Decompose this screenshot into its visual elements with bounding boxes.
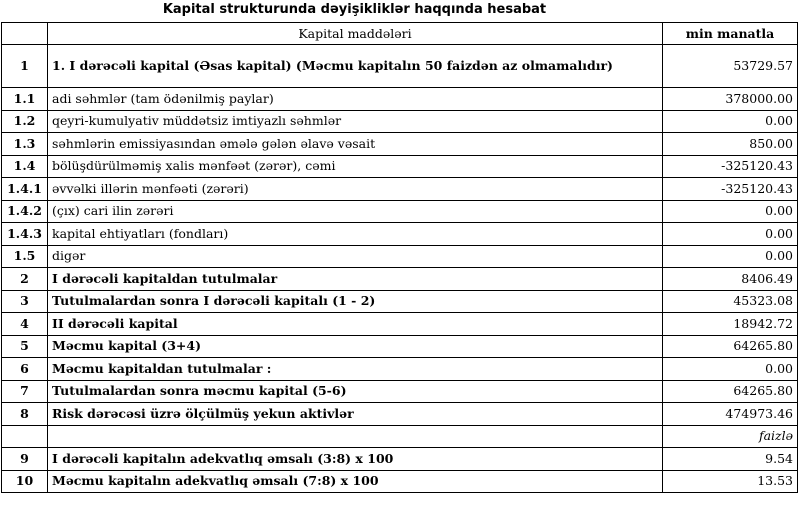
table-row: 1.2 qeyri-kumulyativ müddətsiz imtiyazlı … xyxy=(1,109,798,133)
row-value: 13.53 xyxy=(662,469,798,493)
header-unit: min manatla xyxy=(662,22,798,45)
row-number: 1 xyxy=(1,44,48,88)
row-number: 1.4.2 xyxy=(1,199,48,223)
row-number: 1.4 xyxy=(1,154,48,178)
row-number: 1.4.3 xyxy=(1,222,48,246)
row-number: 6 xyxy=(1,357,48,381)
row-value: 0.00 xyxy=(662,357,798,381)
table-row: 3 Tutulmalardan sonra I dərəcəli kapitalı… xyxy=(1,289,798,313)
table-row: 1 1. I dərəcəli kapital (Əsas kapital) (M… xyxy=(1,44,798,88)
row-value: -325120.43 xyxy=(662,154,798,178)
table-row: 1.1 adi səhmlər (tam ödənilmiş paylar) 378… xyxy=(1,87,798,111)
table-row: 1.4.1 əvvəlki illərin mənfəəti (zərəri) -3… xyxy=(1,177,798,201)
table-row: 10 Məcmu kapitalın adekvatlıq əmsalı (7:8… xyxy=(1,469,798,493)
row-label: II dərəcəli kapital xyxy=(47,312,663,336)
table-row: 5 Məcmu kapital (3+4) 64265.80 xyxy=(1,334,798,358)
row-label: bölüşdürülməmiş xalis mənfəət (zərər), c… xyxy=(47,154,663,178)
row-number: 1.2 xyxy=(1,109,48,133)
row-label: Tutulmalardan sonra I dərəcəli kapitalı … xyxy=(47,289,663,313)
row-number: 1.3 xyxy=(1,132,48,156)
row-value: 0.00 xyxy=(662,244,798,268)
row-value: 64265.80 xyxy=(662,379,798,403)
table-row: 1.5 digər 0.00 xyxy=(1,244,798,268)
row-number: 3 xyxy=(1,289,48,313)
row-number: 4 xyxy=(1,312,48,336)
row-label: Məcmu kapital (3+4) xyxy=(47,334,663,358)
table-header-row: Kapital maddələri min manatla xyxy=(1,22,798,45)
table-row: 1.4.2 (çıx) cari ilin zərəri 0.00 xyxy=(1,199,798,223)
table-row: 8 Risk dərəcəsi üzrə ölçülmüş yekun aktiv… xyxy=(1,402,798,426)
table-row: 7 Tutulmalardan sonra məcmu kapital (5-6)… xyxy=(1,379,798,403)
row-label: Məcmu kapitaldan tutulmalar : xyxy=(47,357,663,381)
row-label: Tutulmalardan sonra məcmu kapital (5-6) xyxy=(47,379,663,403)
row-value: 378000.00 xyxy=(662,87,798,111)
row-value: 53729.57 xyxy=(662,44,798,88)
row-value: 9.54 xyxy=(662,447,798,471)
report-title: Kapital strukturunda dəyişikliklər haqqı… xyxy=(162,2,547,17)
row-label: Məcmu kapitalın adekvatlıq əmsalı (7:8) … xyxy=(47,469,663,493)
row-number: 10 xyxy=(1,469,48,493)
row-number: 2 xyxy=(1,267,48,291)
row-label: 1. I dərəcəli kapital (Əsas kapital) (Mə… xyxy=(47,44,663,88)
row-number: 9 xyxy=(1,447,48,471)
row-value: 45323.08 xyxy=(662,289,798,313)
table-row: 6 Məcmu kapitaldan tutulmalar :0.00 xyxy=(1,357,798,381)
row-label: qeyri-kumulyativ müddətsiz imtiyazlı səh… xyxy=(47,109,663,133)
row-label: adi səhmlər (tam ödənilmiş paylar) xyxy=(47,87,663,111)
row-value: 474973.46 xyxy=(662,402,798,426)
header-item: Kapital maddələri xyxy=(47,22,663,45)
row-label: Risk dərəcəsi üzrə ölçülmüş yekun aktivl… xyxy=(47,402,663,426)
row-value: 8406.49 xyxy=(662,267,798,291)
empty-cell xyxy=(47,424,663,448)
row-number: 1.5 xyxy=(1,244,48,268)
row-label: (çıx) cari ilin zərəri xyxy=(47,199,663,223)
row-number: 1.4.1 xyxy=(1,177,48,201)
table-row: 1.4.3 kapital ehtiyatları (fondları) 0.00 xyxy=(1,222,798,246)
row-value: 850.00 xyxy=(662,132,798,156)
row-value: 0.00 xyxy=(662,199,798,223)
table-row: 1.3 səhmlərin emissiyasından əmələ gələn … xyxy=(1,132,798,156)
row-number: 1.1 xyxy=(1,87,48,111)
capital-structure-table: Kapital maddələri min manatla 1 1. I dərə… xyxy=(1,22,798,493)
row-label: I dərəcəli kapitalın adekvatlıq əmsalı (… xyxy=(47,447,663,471)
table-row: 1.4 bölüşdürülməmiş xalis mənfəət (zərər)… xyxy=(1,154,798,178)
row-label: digər xyxy=(47,244,663,268)
row-label: səhmlərin emissiyasından əmələ gələn əla… xyxy=(47,132,663,156)
row-label: kapital ehtiyatları (fondları) xyxy=(47,222,663,246)
row-number: 5 xyxy=(1,334,48,358)
row-value: 0.00 xyxy=(662,109,798,133)
header-number xyxy=(1,22,48,45)
empty-cell xyxy=(1,424,48,448)
table-row: 4 II dərəcəli kapital 18942.72 xyxy=(1,312,798,336)
row-value: 18942.72 xyxy=(662,312,798,336)
row-value: 0.00 xyxy=(662,222,798,246)
percent-unit: faizlə xyxy=(662,424,798,448)
row-number: 8 xyxy=(1,402,48,426)
row-label: əvvəlki illərin mənfəəti (zərəri) xyxy=(47,177,663,201)
row-value: 64265.80 xyxy=(662,334,798,358)
percent-unit-row: faizlə xyxy=(1,424,798,448)
row-number: 7 xyxy=(1,379,48,403)
row-value: -325120.43 xyxy=(662,177,798,201)
row-label: I dərəcəli kapitaldan tutulmalar xyxy=(47,267,663,291)
